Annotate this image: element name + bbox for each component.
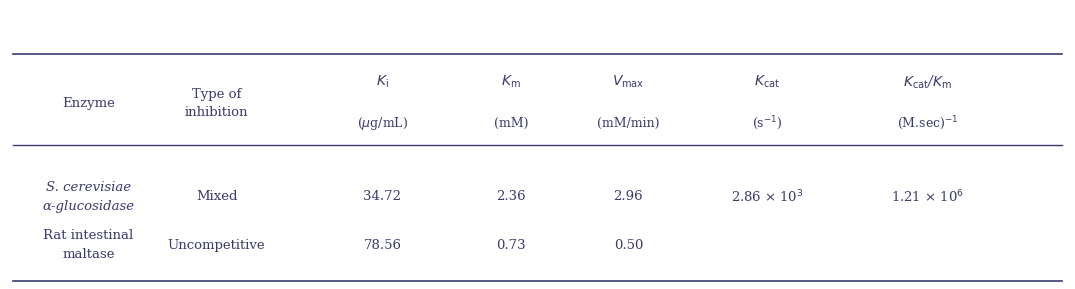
Text: (s$^{-1}$): (s$^{-1}$) <box>752 114 783 132</box>
Text: $K_{\rm cat}$/$K_{\rm m}$: $K_{\rm cat}$/$K_{\rm m}$ <box>903 73 952 91</box>
Text: Rat intestinal
maltase: Rat intestinal maltase <box>43 229 133 261</box>
Text: (M.sec)$^{-1}$: (M.sec)$^{-1}$ <box>897 114 959 132</box>
Text: 2.96: 2.96 <box>614 190 643 203</box>
Text: $K_{\rm i}$: $K_{\rm i}$ <box>376 74 389 90</box>
Text: 34.72: 34.72 <box>363 190 401 203</box>
Text: $V_{\rm max}$: $V_{\rm max}$ <box>613 74 645 90</box>
Text: 1.21 $\times$ 10$^{6}$: 1.21 $\times$ 10$^{6}$ <box>891 189 964 205</box>
Text: 0.50: 0.50 <box>614 239 643 252</box>
Text: (mM/min): (mM/min) <box>597 117 660 130</box>
Text: ($\mu$g/mL): ($\mu$g/mL) <box>357 115 408 132</box>
Text: $K_{\rm cat}$: $K_{\rm cat}$ <box>755 74 780 90</box>
Text: Type of
inhibition: Type of inhibition <box>185 88 248 119</box>
Text: 2.86 $\times$ 10$^{3}$: 2.86 $\times$ 10$^{3}$ <box>731 189 804 205</box>
Text: 2.36: 2.36 <box>496 190 526 203</box>
Text: S. cerevisiae
α-glucosidase: S. cerevisiae α-glucosidase <box>42 181 134 213</box>
Text: 0.73: 0.73 <box>496 239 526 252</box>
Text: Mixed: Mixed <box>196 190 238 203</box>
Text: $K_{\rm m}$: $K_{\rm m}$ <box>501 74 520 90</box>
Text: Uncompetitive: Uncompetitive <box>168 239 266 252</box>
Text: 78.56: 78.56 <box>363 239 401 252</box>
Text: Enzyme: Enzyme <box>62 97 115 110</box>
Text: (mM): (mM) <box>493 117 528 130</box>
